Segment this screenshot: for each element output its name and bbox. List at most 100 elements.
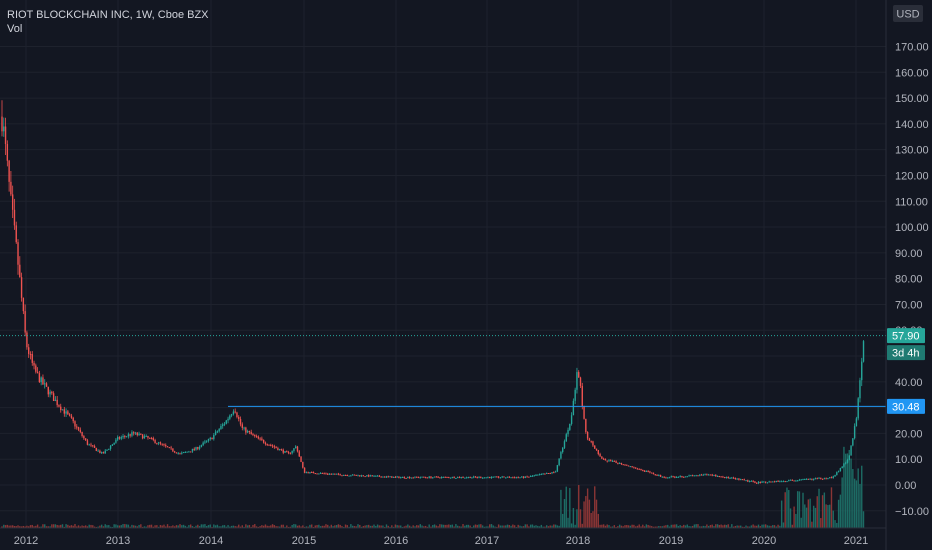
- volume-bar: [207, 525, 210, 528]
- candle: [579, 376, 582, 389]
- volume-bar: [667, 524, 669, 528]
- candle: [522, 476, 525, 479]
- volume-bar: [257, 526, 260, 528]
- candle: [761, 480, 763, 483]
- candle: [29, 351, 32, 360]
- candle: [465, 476, 468, 479]
- legend-symbol[interactable]: RIOT BLOCKCHAIN INC, 1W, Cboe BZX: [7, 9, 209, 21]
- volume-bar: [549, 525, 551, 528]
- candle: [382, 476, 384, 478]
- candle: [832, 475, 834, 479]
- candle: [674, 476, 676, 479]
- volume-bar: [193, 526, 195, 528]
- volume-bar: [723, 524, 726, 528]
- candle: [197, 446, 199, 451]
- candle: [707, 473, 710, 476]
- candle: [227, 416, 229, 424]
- volume-bar: [501, 525, 503, 528]
- candle: [38, 370, 41, 383]
- hline-price-tag: 30.48: [887, 398, 925, 414]
- volume-bar: [213, 524, 215, 528]
- candle: [798, 478, 801, 481]
- volume-bar: [531, 524, 534, 528]
- volume-bar: [540, 524, 543, 528]
- volume-bar: [517, 524, 519, 528]
- volume-bar: [175, 525, 178, 528]
- candle: [513, 476, 516, 479]
- volume-bar: [784, 492, 786, 528]
- candle: [289, 452, 292, 455]
- candle: [186, 451, 188, 453]
- candle: [622, 464, 624, 466]
- x-tick-label: 2013: [106, 535, 130, 547]
- volume-bar: [578, 485, 580, 528]
- volume-bar: [419, 524, 421, 528]
- volume-bar: [414, 526, 416, 528]
- volume-bar: [707, 525, 710, 528]
- candle: [181, 451, 183, 455]
- volume-bar: [122, 524, 124, 528]
- volume-bar: [330, 524, 332, 528]
- volume-bar: [403, 526, 405, 528]
- candle: [173, 450, 176, 454]
- volume-bar: [198, 526, 201, 528]
- volume-bar: [558, 525, 560, 528]
- volume-bar: [570, 523, 573, 528]
- candle: [846, 458, 849, 464]
- candle: [802, 478, 804, 481]
- y-tick-label: 160.00: [895, 67, 929, 79]
- candle: [99, 449, 101, 454]
- volume-bar: [729, 526, 731, 528]
- volume-bar: [574, 524, 576, 528]
- volume-bar: [100, 524, 103, 528]
- candle: [585, 418, 587, 434]
- volume-bar: [788, 490, 790, 528]
- candle: [300, 456, 302, 463]
- volume-bar: [802, 492, 804, 528]
- volume-bar: [74, 524, 76, 528]
- volume-bar: [716, 524, 719, 528]
- legend-volume[interactable]: Vol: [7, 23, 23, 35]
- volume-bar: [245, 524, 247, 528]
- volume-bar: [380, 525, 382, 528]
- volume-bar: [63, 526, 65, 528]
- candle: [812, 478, 815, 481]
- volume-bar: [234, 526, 236, 528]
- currency-button[interactable]: USD: [893, 5, 923, 22]
- candle: [594, 445, 596, 450]
- candle: [346, 474, 349, 477]
- candle: [108, 448, 110, 451]
- candle: [702, 473, 705, 476]
- volume-bar: [661, 526, 664, 528]
- volume-bar: [209, 524, 211, 528]
- candle: [531, 474, 534, 477]
- y-tick-label: 100.00: [895, 222, 929, 234]
- candle: [830, 476, 833, 479]
- x-tick-label: 2012: [14, 535, 38, 547]
- volume-bar: [181, 525, 183, 528]
- candle: [102, 451, 105, 454]
- candle: [743, 478, 745, 481]
- x-tick-label: 2017: [475, 535, 499, 547]
- candle: [10, 170, 12, 197]
- volume-bar: [846, 453, 849, 528]
- candle: [848, 455, 850, 461]
- candle: [862, 340, 865, 363]
- candle: [700, 473, 703, 476]
- volume-bar: [392, 526, 395, 528]
- candle: [389, 475, 391, 478]
- candle: [503, 476, 505, 478]
- candle: [551, 471, 553, 475]
- volume-bar: [359, 524, 361, 528]
- volume-bar: [508, 524, 510, 528]
- volume-bar: [45, 526, 48, 528]
- candle: [206, 440, 208, 444]
- candle: [823, 477, 826, 480]
- candle: [780, 480, 783, 483]
- volume-bar: [184, 525, 187, 528]
- volume-bar: [481, 525, 484, 528]
- candle: [8, 159, 10, 192]
- volume-bar: [850, 458, 852, 528]
